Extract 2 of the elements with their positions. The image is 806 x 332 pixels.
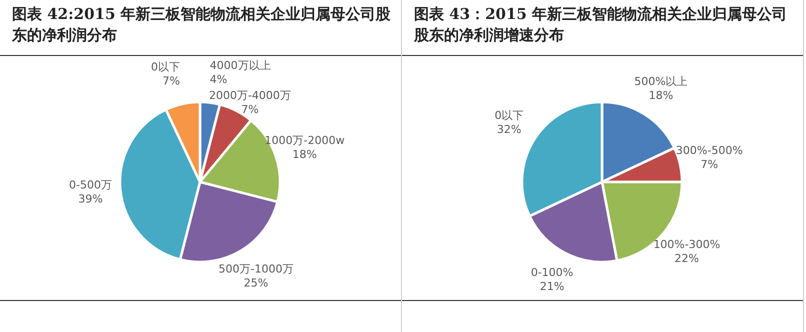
chart-title: 图表 43：2015 年新三板智能物流相关企业归属母公司股东的净利润增速分布 xyxy=(402,0,803,56)
chart-title: 图表 42:2015 年新三板智能物流相关企业归属母公司股东的净利润分布 xyxy=(0,0,401,56)
